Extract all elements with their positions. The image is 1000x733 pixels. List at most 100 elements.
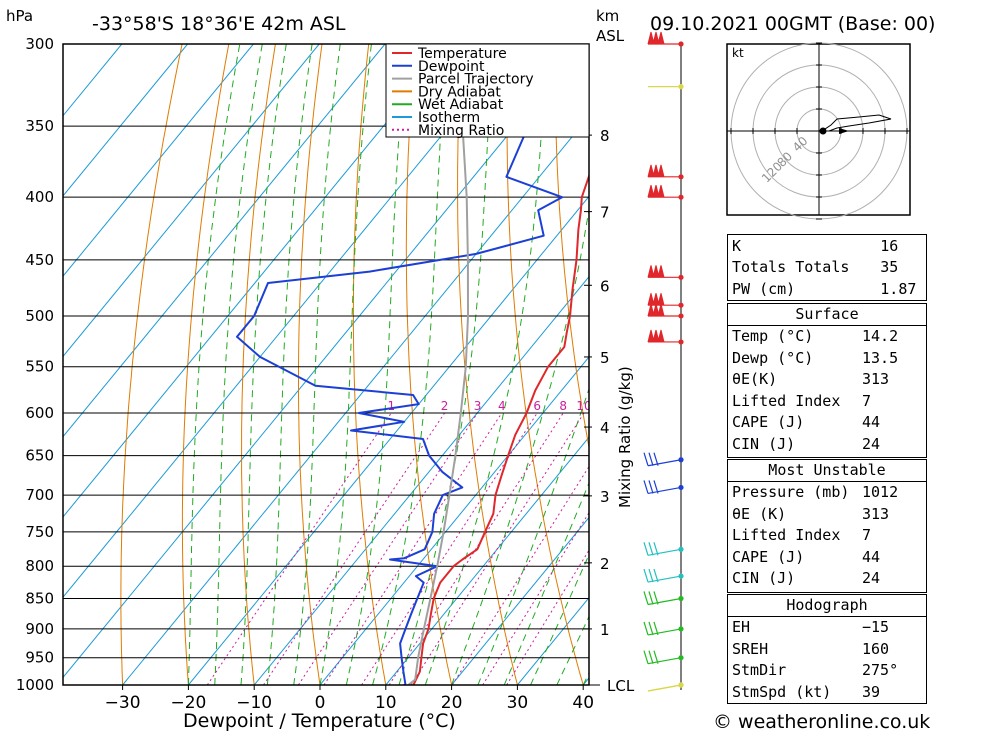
most-unstable-panel: Most Unstable Pressure (mb) 1012 θE (K) 31… [727,459,927,593]
barb-feather [648,542,654,556]
lcl-label: LCL [607,677,635,695]
isotherm-line [63,44,123,117]
index-value: 16 [880,236,899,255]
hodograph-row: EH −15 [728,617,926,639]
isotherm-line [63,44,452,518]
datetime-title: 09.10.2021 00GMT (Base: 00) [650,13,935,35]
barb-flag [652,265,660,278]
legend-label: Mixing Ratio [418,123,504,139]
most-unstable-row: Pressure (mb) 1012 [728,482,926,504]
hodograph-row: SREH 160 [728,639,926,661]
hodograph-value: 39 [862,682,881,701]
pressure-tick-label: 600 [25,404,54,422]
wet-adiabat-line [530,553,589,685]
index-label: PW (cm) [732,279,796,298]
pressure-tick-label: 750 [25,523,54,541]
legend-label: Temperature [417,46,507,62]
isotherm-line [63,44,320,358]
mixing-ratio-line [361,412,538,685]
dry-adiabat-line [554,44,589,451]
hodograph-value: 160 [862,639,890,658]
series-temperature [412,173,589,685]
mixing-ratio-label: 8 [559,399,567,413]
x-axis-label: Dewpoint / Temperature (°C) [183,710,456,732]
barb-shaft [647,459,682,467]
index-row: PW (cm) 1.87 [728,278,927,300]
dry-adiabat-line [181,44,230,685]
pressure-tick-label: 550 [25,358,54,376]
copyright: © weatheronline.co.uk [713,711,930,733]
barb-feather [648,650,654,664]
series-dewpoint [236,44,564,685]
surface-title: Surface [728,304,926,326]
x-tick-label: −10 [236,693,272,713]
barb-flag [657,185,665,198]
legend-label: Parcel Trajectory [418,72,534,88]
x-tick-label: 30 [507,693,529,713]
barb-shaft [647,657,682,665]
barb-shaft [647,486,682,495]
isotherm-line [63,44,583,679]
hodograph-storm-marker [819,127,827,135]
pressure-tick-label: 650 [25,447,54,465]
pressure-tick-label: 500 [25,307,54,325]
barb-flag [657,303,665,317]
isotherm-line [122,115,589,685]
barb-shaft [647,575,682,583]
surface-row: θE(K) 313 [728,369,926,391]
barb-feather [648,591,654,605]
surface-value: 24 [862,434,881,453]
legend-label: Dry Adiabat [418,84,501,100]
wet-adiabat-line [345,44,408,685]
dry-adiabat-line [120,44,183,685]
barb-flag [657,329,665,343]
hodograph-trace [818,114,892,132]
pressure-tick-label: 800 [25,557,54,575]
barb-flag [657,31,665,45]
indices-table: K 16 Totals Totals 35 PW (cm) 1.87 [727,234,927,301]
barb-flag [652,303,660,317]
barb-feather [643,542,649,556]
height-tick-label: 3 [600,488,610,506]
barb-shaft [647,684,682,692]
surface-value: 7 [862,391,872,410]
legend-label: Dewpoint [418,59,485,75]
wet-adiabat-line [214,44,263,685]
surface-value: 44 [862,413,881,432]
height-tick-label: 7 [600,204,610,222]
barb-feather [653,542,659,556]
isotherm-line [63,44,254,278]
barb-shaft [647,548,682,556]
index-row: K 16 [728,235,927,257]
surface-label: Temp (°C) [732,327,814,345]
surface-row: Dewp (°C) 13.5 [728,348,926,370]
wet-adiabat-line [187,44,241,685]
mixing-ratio-axis-label: Mixing Ratio (g/kg) [616,366,634,508]
barb-flag [657,293,665,306]
barb-feather [643,452,649,466]
dry-adiabat-line [352,44,387,685]
wet-adiabat-line [556,615,589,685]
x-tick-label: 40 [572,693,594,713]
barb-flag [652,329,660,343]
barb-feather [648,621,654,636]
isotherm-line [451,516,589,685]
most-unstable-row: CAPE (J) 44 [728,547,926,569]
most-unstable-value: 7 [862,526,872,545]
barb-feather [648,480,654,494]
dry-adiabat-line [298,44,323,685]
pressure-tick-label: 700 [25,486,54,504]
isotherm-line [385,436,589,685]
most-unstable-row: CIN (J) 24 [728,568,926,590]
dry-adiabat-line [506,44,584,685]
hodograph-row: StmDir 275° [728,660,926,682]
most-unstable-title: Most Unstable [728,460,926,482]
x-tick-label: −30 [105,693,141,713]
barb-feather [643,568,649,583]
surface-row: Lifted Index 7 [728,391,926,413]
height-tick-label: 1 [600,621,610,639]
mixing-ratio-label: 4 [498,399,506,413]
hodograph-label: StmDir [732,661,787,680]
legend-label: Wet Adiabat [418,97,504,113]
hodograph-values-panel: Hodograph EH −15 SREH 160 StmDir 275° StmSp… [727,594,927,704]
